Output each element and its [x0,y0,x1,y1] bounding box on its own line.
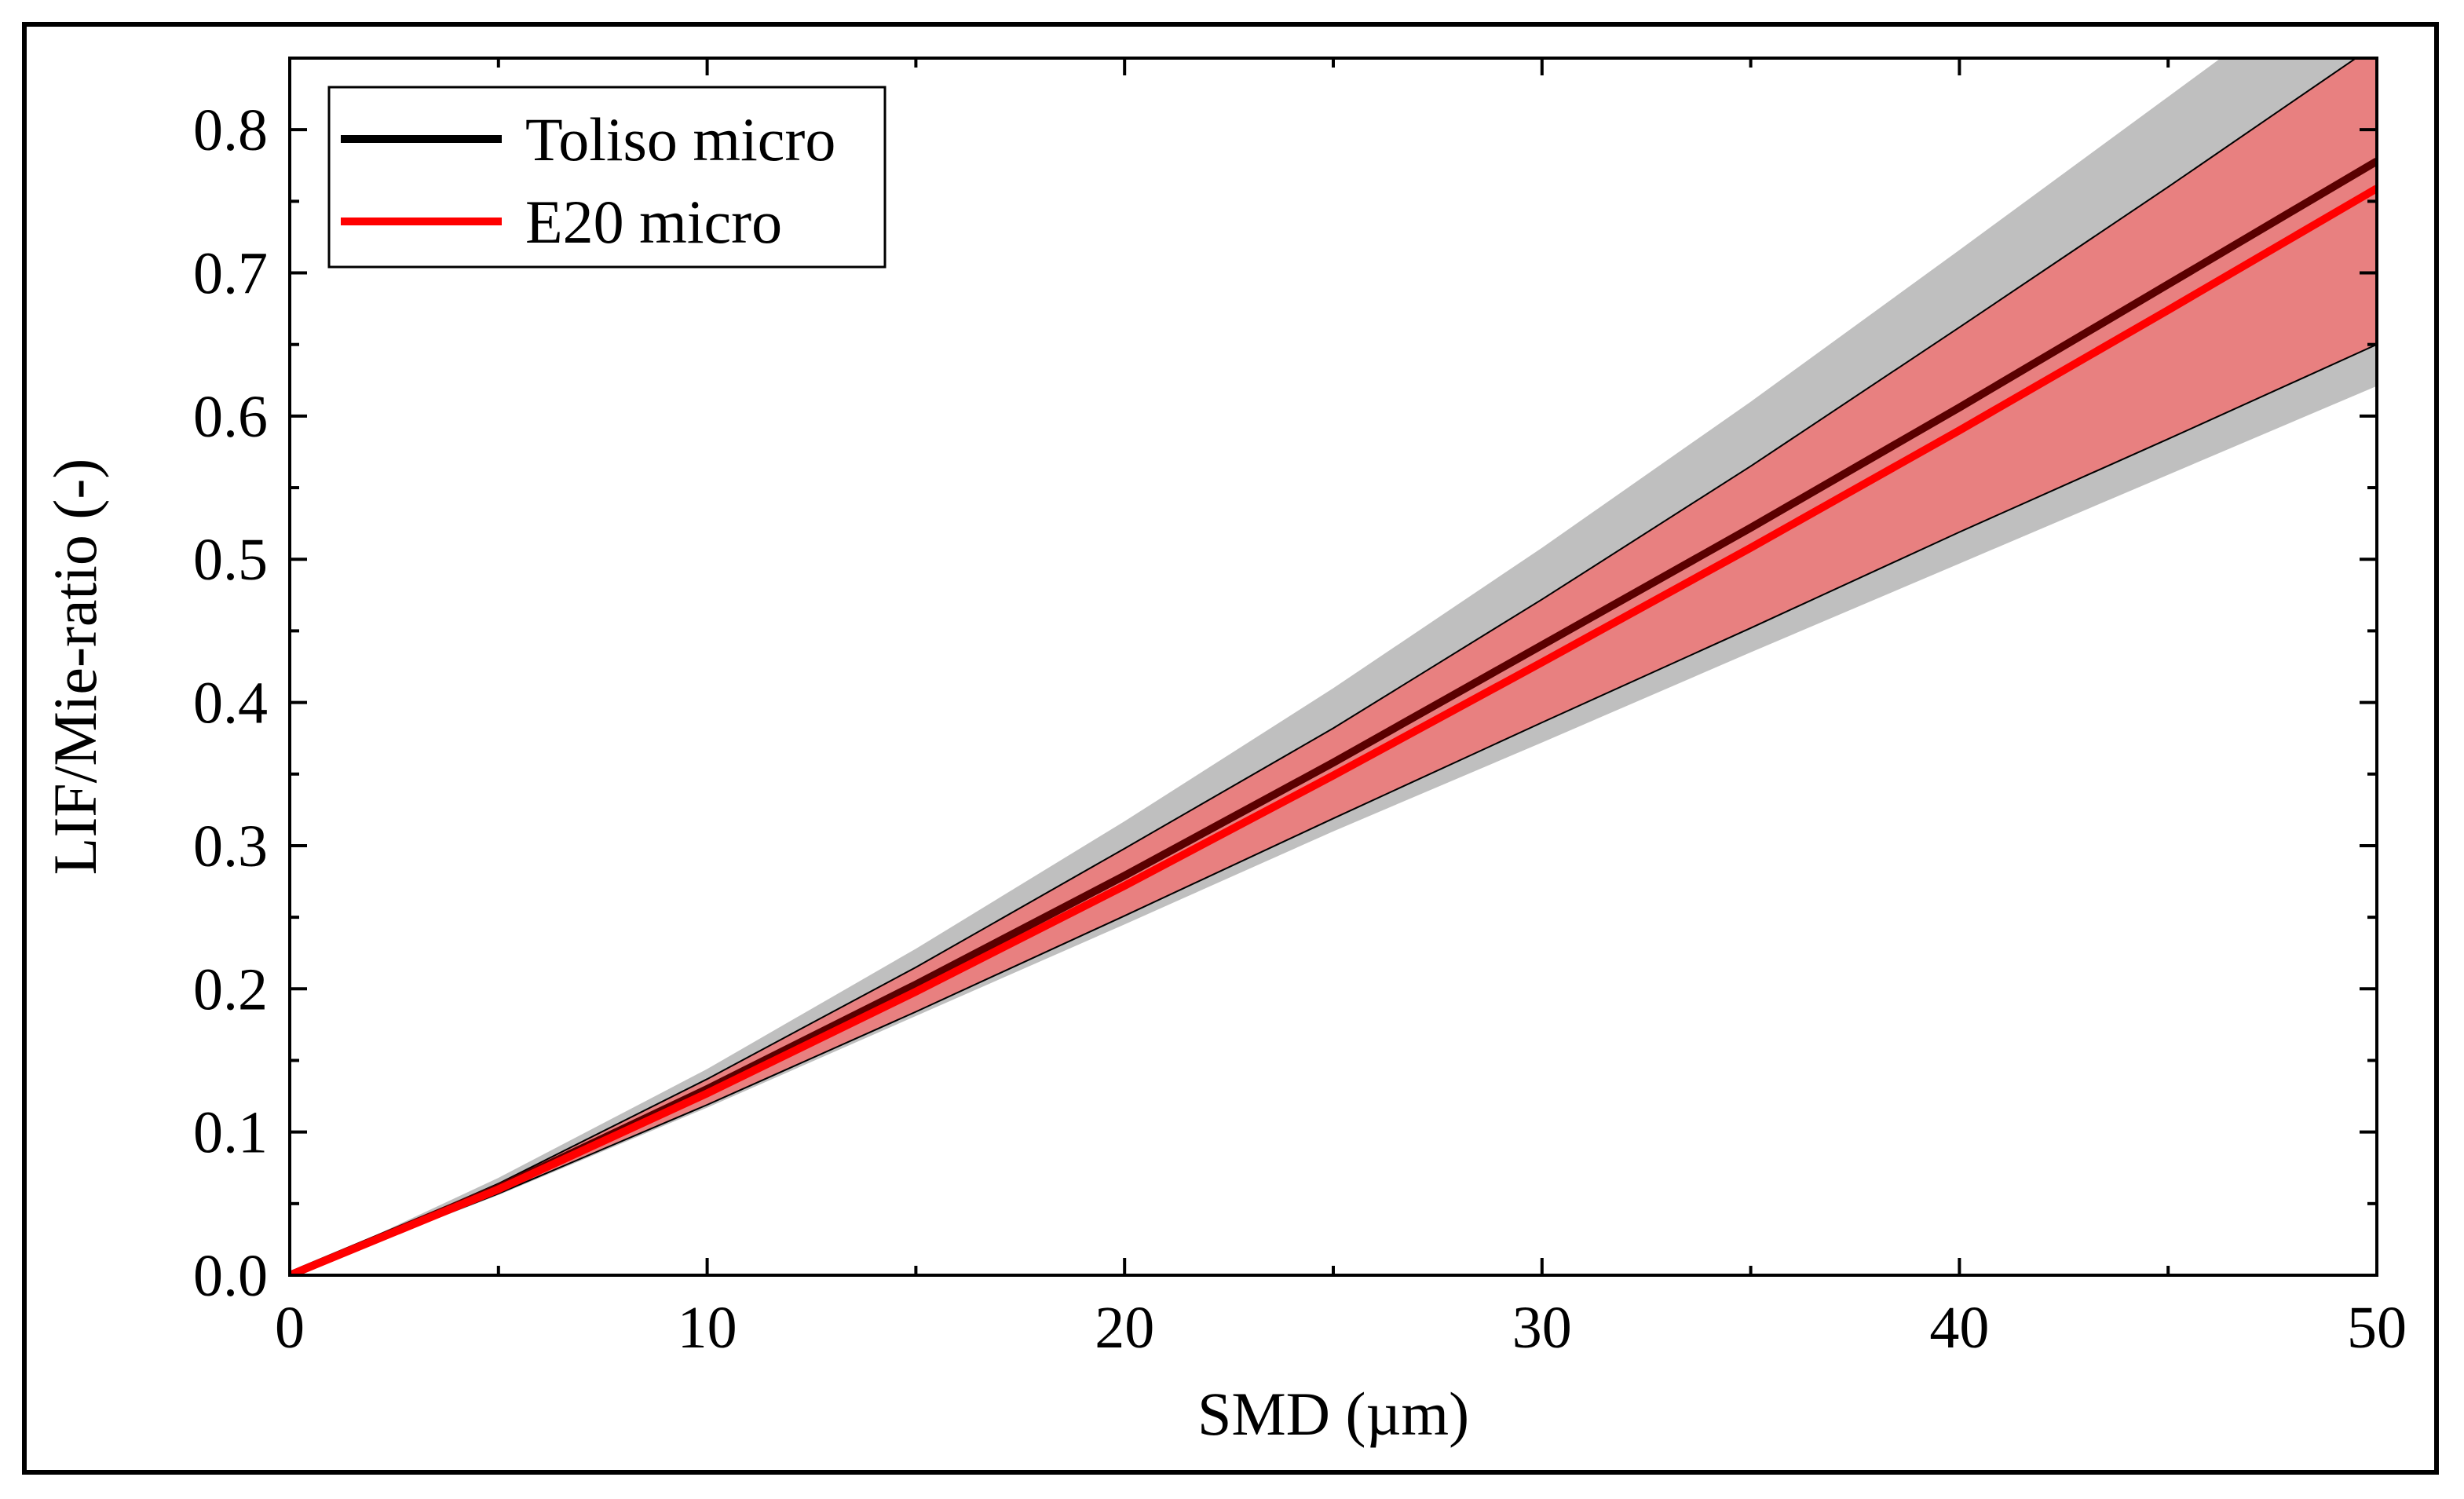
x-axis-label: SMD (µm) [1197,1380,1469,1448]
y-tick-label: 0.5 [193,527,268,593]
series-lines [290,157,2377,1275]
y-tick-label: 0.0 [193,1243,268,1309]
x-tick-label: 0 [275,1295,305,1361]
y-tick-label: 0.6 [193,384,268,450]
x-tick-label: 40 [1929,1295,1989,1361]
tick-labels: 0 10 20 30 40 50 0.0 0.1 0.2 0.3 0.4 0.5 0.6 0.7 0.8 [193,97,2407,1361]
x-tick-label: 50 [2347,1295,2407,1361]
y-tick-label: 0.2 [193,956,268,1022]
toliso-uncertainty-band [290,58,2377,1275]
e20-band-upper-edge [290,58,2358,1275]
y-tick-label: 0.1 [193,1100,268,1166]
legend-label: Toliso micro [525,105,835,174]
y-tick-label: 0.8 [193,97,268,163]
x-tick-label: 20 [1095,1295,1154,1361]
e20-band-lower-edge [290,343,2377,1275]
x-tick-label: 10 [678,1295,737,1361]
y-tick-label: 0.3 [193,813,268,879]
uncertainty-bands [290,58,2377,1275]
legend-box [327,86,887,269]
legend-label: E20 micro [525,188,782,256]
y-tick-label: 0.4 [193,671,268,737]
x-tick-label: 30 [1512,1295,1572,1361]
y-axis-label: LIF/Mie-ratio (-) [41,459,109,876]
axes [288,57,2378,1277]
figure-frame: 0 10 20 30 40 50 0.0 0.1 0.2 0.3 0.4 0.5 0.6 0.7 0.8 S… [22,22,2439,1475]
e20-micro-line [290,185,2377,1275]
legend: Toliso micro E20 micro [327,86,887,269]
chart: 0 10 20 30 40 50 0.0 0.1 0.2 0.3 0.4 0.5 0.6 0.7 0.8 S… [41,57,2407,1448]
y-tick-label: 0.7 [193,241,268,307]
